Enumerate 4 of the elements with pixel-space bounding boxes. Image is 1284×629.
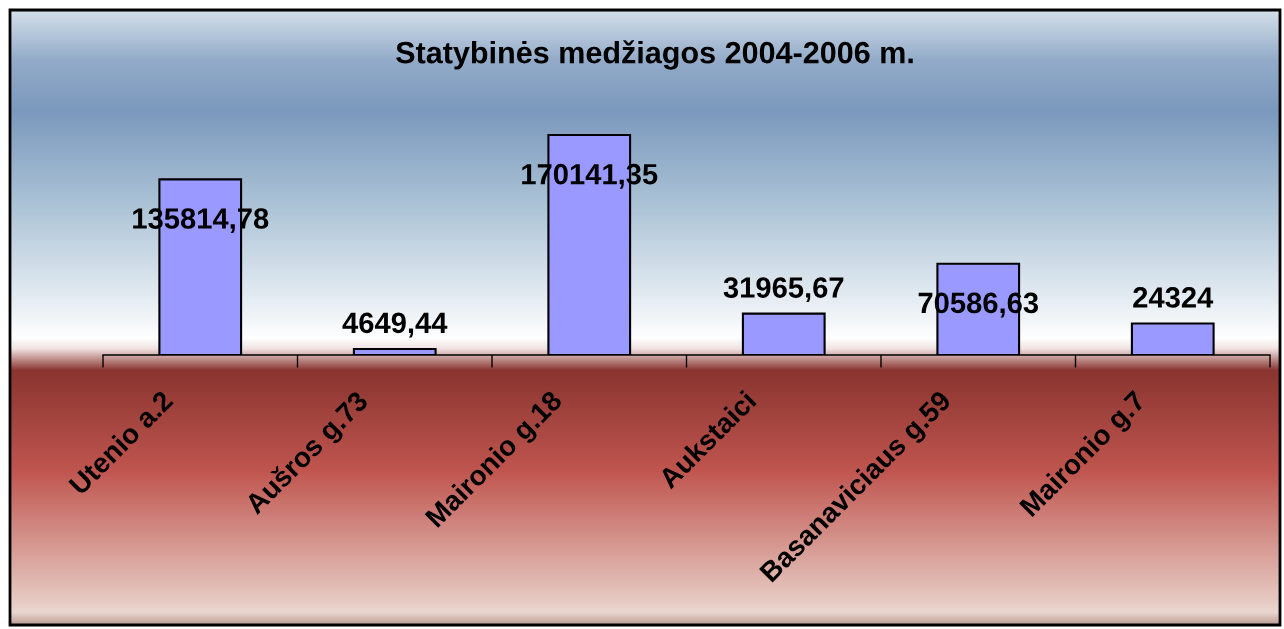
chart-title: Statybinės medžiagos 2004-2006 m. (396, 40, 913, 70)
data-label: 4649,44 (342, 312, 448, 338)
data-label: 31965,67 (723, 277, 844, 303)
data-label: 24324 (1133, 287, 1214, 308)
